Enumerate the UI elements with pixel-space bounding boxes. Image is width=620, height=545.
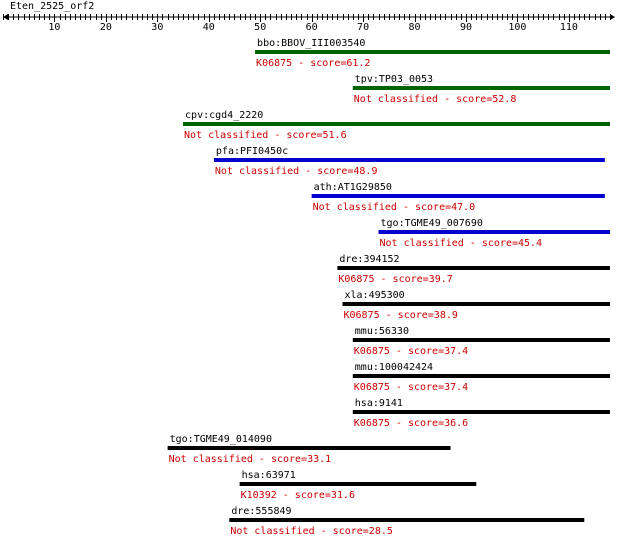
hit-row[interactable]: mmu:100042424 K06875 - score=37.4 <box>352 362 610 393</box>
ruler-tick-label: 40 <box>203 22 215 33</box>
hit-gene-link[interactable]: tgo:TGME49_007690 <box>381 218 483 229</box>
hit-annotation-label[interactable]: Not classified - score=33.1 <box>169 454 332 465</box>
hit-annotation-label[interactable]: Not classified - score=45.4 <box>380 238 543 249</box>
hit-alignment-bar[interactable] <box>352 410 610 414</box>
hit-gene-link[interactable]: xla:495300 <box>345 290 405 301</box>
hit-annotation-label[interactable]: K06875 - score=36.6 <box>354 418 468 429</box>
ruler-tick-label: 20 <box>100 22 112 33</box>
hit-annotation-label[interactable]: Not classified - score=47.0 <box>313 202 476 213</box>
hit-row[interactable]: hsa:9141 K06875 - score=36.6 <box>352 398 610 429</box>
ruler-tick-label: 70 <box>357 22 369 33</box>
hit-gene-link[interactable]: bbo:BBOV_III003540 <box>257 38 365 49</box>
hit-gene-link[interactable]: hsa:9141 <box>355 398 403 409</box>
hit-row[interactable]: tgo:TGME49_007690 Not classified - score=… <box>378 218 610 249</box>
hit-annotation-label[interactable]: Not classified - score=52.8 <box>354 94 517 105</box>
hit-alignment-bar[interactable] <box>239 482 477 486</box>
ruler-tick-label: 30 <box>151 22 163 33</box>
hit-annotation-label[interactable]: K10392 - score=31.6 <box>241 490 355 501</box>
hit-gene-link[interactable]: mmu:100042424 <box>355 362 433 373</box>
hit-gene-link[interactable]: dre:394152 <box>339 254 399 265</box>
hit-alignment-bar[interactable] <box>352 86 610 90</box>
hit-list: bbo:BBOV_III003540 K06875 - score=61.2 tpv… <box>167 38 611 537</box>
hit-gene-link[interactable]: ath:AT1G29850 <box>314 182 392 193</box>
hit-alignment-bar[interactable] <box>229 518 585 522</box>
hit-annotation-label[interactable]: Not classified - score=28.5 <box>230 526 393 537</box>
hit-annotation-label[interactable]: Not classified - score=51.6 <box>184 130 347 141</box>
ruler-left-arrow-icon <box>3 14 8 20</box>
hit-alignment-bar[interactable] <box>337 266 610 270</box>
hit-alignment-bar[interactable] <box>342 302 610 306</box>
hit-gene-link[interactable]: dre:555849 <box>231 506 291 517</box>
hit-annotation-label[interactable]: K06875 - score=61.2 <box>256 58 370 69</box>
hit-row[interactable]: dre:394152 K06875 - score=39.7 <box>337 254 610 285</box>
hit-alignment-bar[interactable] <box>311 194 605 198</box>
hit-alignment-bar[interactable] <box>183 122 611 126</box>
hit-gene-link[interactable]: tgo:TGME49_014090 <box>170 434 272 445</box>
ruler-tick-label: 90 <box>460 22 472 33</box>
hit-alignment-bar[interactable] <box>255 50 610 54</box>
ruler-tick-label: 110 <box>560 22 578 33</box>
ruler-tick-label: 60 <box>306 22 318 33</box>
hit-annotation-label[interactable]: Not classified - score=48.9 <box>215 166 378 177</box>
hit-row[interactable]: hsa:63971 K10392 - score=31.6 <box>239 470 477 501</box>
query-title: Eten_2525_orf2 <box>10 1 94 12</box>
hit-row[interactable]: cpv:cgd4_2220 Not classified - score=51.6 <box>183 110 611 141</box>
ruler-tick-label: 50 <box>254 22 266 33</box>
hit-gene-link[interactable]: cpv:cgd4_2220 <box>185 110 263 121</box>
hit-annotation-label[interactable]: K06875 - score=39.7 <box>338 274 452 285</box>
hit-gene-link[interactable]: hsa:63971 <box>242 470 296 481</box>
hit-row[interactable]: tpv:TP03_0053 Not classified - score=52.8 <box>352 74 610 105</box>
hit-alignment-bar[interactable] <box>352 374 610 378</box>
hit-row[interactable]: xla:495300 K06875 - score=38.9 <box>342 290 610 321</box>
hit-annotation-label[interactable]: K06875 - score=37.4 <box>354 382 468 393</box>
hit-gene-link[interactable]: tpv:TP03_0053 <box>355 74 433 85</box>
ruler-tick-label: 10 <box>48 22 60 33</box>
hit-row[interactable]: bbo:BBOV_III003540 K06875 - score=61.2 <box>255 38 610 69</box>
hit-row[interactable]: dre:555849 Not classified - score=28.5 <box>229 506 585 537</box>
hit-alignment-bar[interactable] <box>213 158 605 162</box>
hit-gene-link[interactable]: mmu:56330 <box>355 326 409 337</box>
hit-alignment-bar[interactable] <box>352 338 610 342</box>
hit-alignment-bar[interactable] <box>378 230 610 234</box>
position-ruler: Eten_2525_orf2 10 20 30 40 50 60 70 80 90 100 110 <box>3 1 615 33</box>
hit-row[interactable]: mmu:56330 K06875 - score=37.4 <box>352 326 610 357</box>
hit-row[interactable]: ath:AT1G29850 Not classified - score=47.0 <box>311 182 605 213</box>
hit-annotation-label[interactable]: K06875 - score=38.9 <box>344 310 458 321</box>
hit-row[interactable]: pfa:PFI0450c Not classified - score=48.9 <box>213 146 605 177</box>
hit-row[interactable]: tgo:TGME49_014090 Not classified - score=… <box>167 434 451 465</box>
ruler-tick-label: 100 <box>508 22 526 33</box>
hit-annotation-label[interactable]: K06875 - score=37.4 <box>354 346 468 357</box>
ruler-tick-label: 80 <box>409 22 421 33</box>
hit-alignment-bar[interactable] <box>167 446 451 450</box>
hit-gene-link[interactable]: pfa:PFI0450c <box>216 146 288 157</box>
ruler-right-arrow-icon <box>610 14 615 20</box>
